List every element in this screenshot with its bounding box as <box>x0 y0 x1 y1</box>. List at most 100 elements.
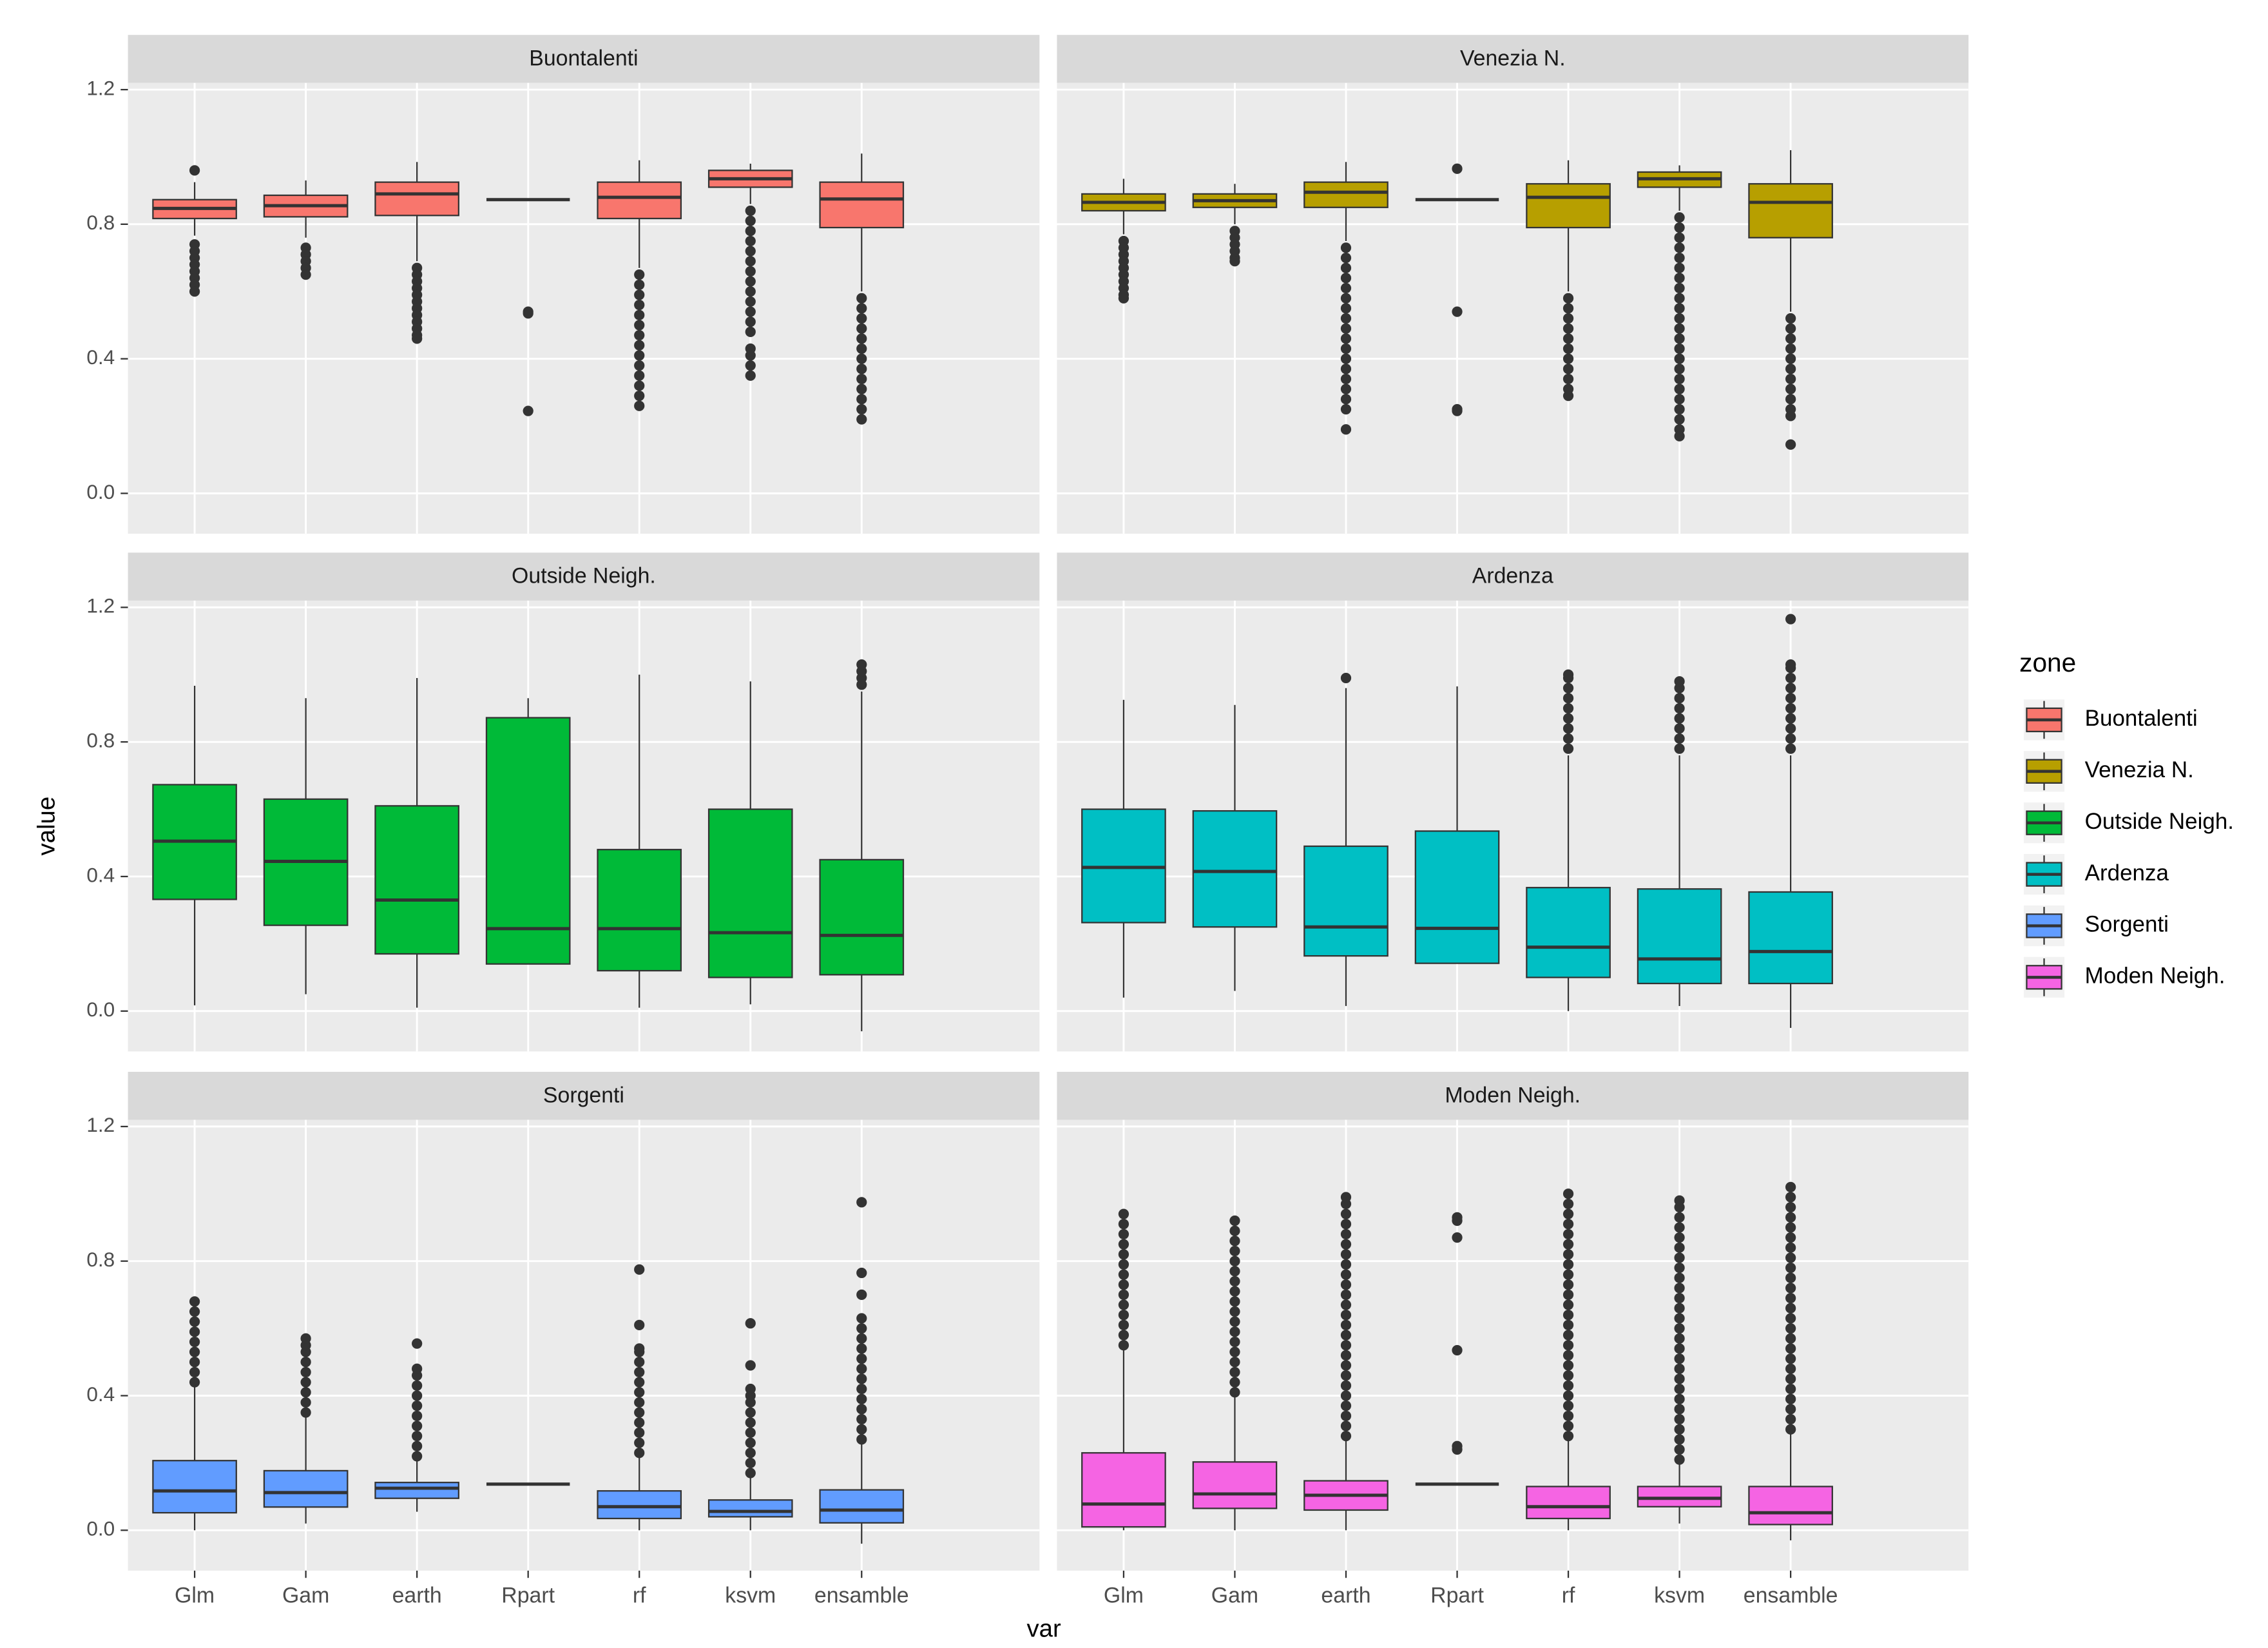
box <box>263 1469 349 1508</box>
outlier <box>1229 1255 1240 1266</box>
outlier <box>856 1413 867 1425</box>
outlier <box>1452 306 1463 317</box>
box <box>1526 1486 1611 1520</box>
panel-background <box>128 82 1040 534</box>
outlier <box>1562 1188 1574 1199</box>
outlier <box>856 1197 867 1208</box>
outlier <box>412 1390 423 1401</box>
outlier <box>1674 222 1685 233</box>
outlier <box>412 1440 423 1451</box>
outlier <box>1340 672 1352 684</box>
outlier <box>1562 1350 1574 1361</box>
outlier <box>1674 1222 1685 1233</box>
outlier <box>634 309 645 320</box>
outlier <box>1785 411 1796 422</box>
outlier <box>1562 669 1574 680</box>
outlier <box>1229 1346 1240 1357</box>
y-tick-label: 0.8 <box>86 729 115 752</box>
outlier <box>1118 1269 1129 1280</box>
outlier <box>745 256 756 267</box>
y-tick-label: 1.2 <box>86 594 115 617</box>
legend-label: Ardenza <box>2085 860 2169 886</box>
outlier <box>1562 1330 1574 1341</box>
outlier <box>1785 1353 1796 1364</box>
legend-label: Moden Neigh. <box>2085 964 2225 989</box>
box <box>1748 1486 1833 1526</box>
outlier <box>856 1313 867 1324</box>
outlier <box>856 333 867 344</box>
outlier <box>1785 1272 1796 1283</box>
outlier <box>856 394 867 405</box>
outlier <box>634 1407 645 1418</box>
panel-title: Sorgenti <box>543 1083 624 1107</box>
outlier <box>1674 1363 1685 1374</box>
outlier <box>1340 1279 1352 1290</box>
outlier <box>1340 1249 1352 1260</box>
outlier <box>1674 1292 1685 1304</box>
outlier <box>745 350 756 361</box>
outlier <box>634 350 645 361</box>
outlier <box>1674 364 1685 374</box>
outlier <box>634 1437 645 1448</box>
outlier <box>1674 282 1685 294</box>
box <box>1303 845 1389 957</box>
outlier <box>1562 1219 1574 1230</box>
outlier <box>1118 1279 1129 1290</box>
outlier <box>1674 1434 1685 1445</box>
outlier <box>412 1363 423 1374</box>
outlier <box>1229 1387 1240 1398</box>
outlier <box>189 1366 200 1378</box>
outlier <box>1562 683 1574 693</box>
outlier <box>856 1424 867 1435</box>
outlier <box>634 1448 645 1459</box>
outlier <box>1229 1225 1240 1236</box>
outlier <box>634 1397 645 1408</box>
outlier <box>1229 1336 1240 1348</box>
outlier <box>1229 1326 1240 1337</box>
outlier <box>1118 1289 1129 1301</box>
box <box>1192 810 1278 928</box>
outlier <box>1340 373 1352 385</box>
outlier <box>1674 1313 1685 1324</box>
outlier <box>856 1289 867 1301</box>
outlier <box>856 364 867 374</box>
outlier <box>300 1333 311 1344</box>
outlier <box>745 1427 756 1439</box>
outlier <box>634 1417 645 1428</box>
x-tick-label: Rpart <box>501 1583 555 1607</box>
outlier <box>1674 303 1685 314</box>
outlier <box>1674 1343 1685 1354</box>
outlier <box>856 403 867 415</box>
outlier <box>856 373 867 385</box>
x-tick-label: earth <box>1321 1583 1370 1607</box>
outlier <box>1674 703 1685 714</box>
outlier <box>1340 262 1352 273</box>
outlier <box>1118 1340 1129 1351</box>
outlier <box>1562 1319 1574 1331</box>
outlier <box>1340 1192 1352 1203</box>
outlier <box>1785 353 1796 364</box>
outlier <box>1674 1212 1685 1223</box>
outlier <box>1229 1366 1240 1378</box>
y-tick-label: 0.0 <box>86 480 115 503</box>
outlier <box>1340 1350 1352 1361</box>
outlier <box>745 1437 756 1448</box>
outlier <box>1562 1198 1574 1210</box>
outlier <box>1562 1299 1574 1310</box>
outlier <box>1452 405 1463 416</box>
outlier <box>1118 1259 1129 1270</box>
outlier <box>1785 723 1796 734</box>
outlier <box>1785 1404 1796 1415</box>
outlier <box>745 286 756 297</box>
outlier <box>1674 733 1685 744</box>
outlier <box>1118 1239 1129 1250</box>
outlier <box>1452 163 1463 174</box>
outlier <box>1340 1401 1352 1411</box>
box <box>374 805 459 955</box>
outlier <box>412 1401 423 1411</box>
strip <box>128 35 1040 83</box>
outlier <box>1562 313 1574 324</box>
outlier <box>1118 1330 1129 1341</box>
outlier <box>856 353 867 364</box>
